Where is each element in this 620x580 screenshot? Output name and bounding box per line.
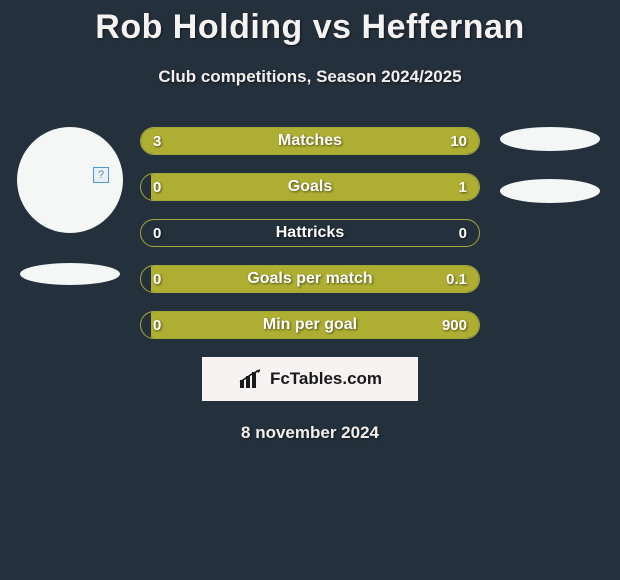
comparison-panel: 310Matches 01Goals 00Hattricks 00.1Goals pe… [0, 127, 620, 443]
player-left-shadow [20, 263, 120, 285]
stat-label: Hattricks [141, 220, 479, 246]
player-right-shape-2 [500, 179, 600, 203]
player-right-column [490, 127, 610, 203]
player-left-avatar [17, 127, 123, 233]
stat-bar: 01Goals [140, 173, 480, 201]
branding-box: FcTables.com [202, 357, 418, 401]
subtitle: Club competitions, Season 2024/2025 [0, 67, 620, 87]
stat-bar: 310Matches [140, 127, 480, 155]
stat-bar: 00.1Goals per match [140, 265, 480, 293]
stat-bar: 0900Min per goal [140, 311, 480, 339]
player-left-column [10, 127, 130, 285]
broken-image-icon [93, 167, 109, 183]
stat-label: Goals per match [141, 266, 479, 292]
stat-bar: 00Hattricks [140, 219, 480, 247]
stat-label: Min per goal [141, 312, 479, 338]
branding-text: FcTables.com [270, 369, 382, 389]
page-title: Rob Holding vs Heffernan [0, 0, 620, 47]
player-right-shape-1 [500, 127, 600, 151]
stat-label: Matches [141, 128, 479, 154]
stat-label: Goals [141, 174, 479, 200]
stat-bars: 310Matches 01Goals 00Hattricks 00.1Goals pe… [140, 127, 480, 339]
chart-icon [238, 368, 264, 390]
date-text: 8 november 2024 [0, 423, 620, 443]
